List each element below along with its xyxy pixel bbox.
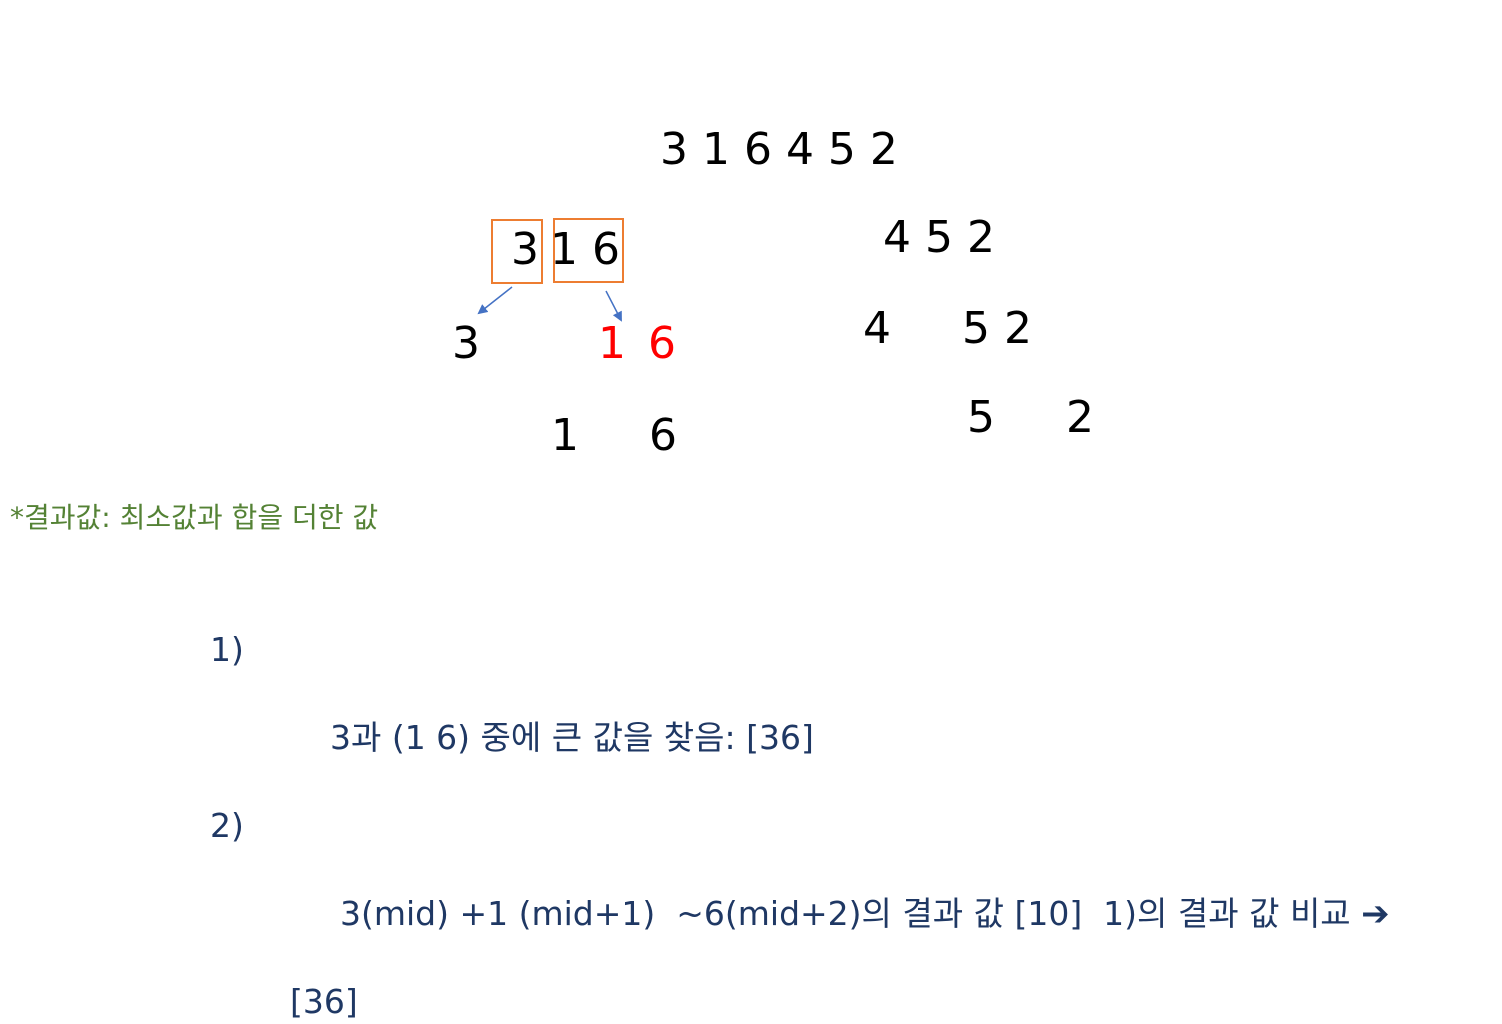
right-arrow-icon xyxy=(605,290,622,322)
left-l3-b: 6 xyxy=(649,410,677,461)
left-l2-a: 3 xyxy=(452,318,480,369)
left-group-b: 1 6 xyxy=(550,224,620,275)
right-l2-b: 5 2 xyxy=(962,303,1032,354)
heavy-right-arrow-icon: ➔ xyxy=(1361,894,1390,934)
left-l2-b1: 1 xyxy=(598,318,626,369)
split-arrows xyxy=(477,286,622,322)
left-group-a: 3 xyxy=(511,224,539,275)
left-l2-b2: 6 xyxy=(648,318,676,369)
step-2: 2) 3(mid) +1 (mid+1) ~6(mid+2)의 결과 값 [10… xyxy=(210,804,1390,980)
left-element-box xyxy=(491,219,543,284)
step-1-number: 1) xyxy=(210,630,244,669)
step-2-continuation: [36] xyxy=(290,982,358,1021)
result-note: *결과값: 최소값과 합을 더한 값 xyxy=(10,501,379,534)
right-l3-b: 2 xyxy=(1066,392,1094,443)
step-1-text: 3과 (1 6) 중에 큰 값을 찾음: [36] xyxy=(329,718,814,757)
left-arrow-icon xyxy=(477,286,513,315)
steps-list: 1) 3과 (1 6) 중에 큰 값을 찾음: [36] 2) 3(mid) +… xyxy=(210,628,1390,1024)
right-l2-a: 4 xyxy=(863,303,891,354)
right-level1: 4 5 2 xyxy=(883,212,995,263)
step-2-text: 3(mid) +1 (mid+1) ~6(mid+2)의 결과 값 [10] 1… xyxy=(339,894,1362,933)
root-sequence: 3 1 6 4 5 2 xyxy=(660,124,898,175)
step-1: 1) 3과 (1 6) 중에 큰 값을 찾음: [36] xyxy=(210,628,1302,804)
right-element-box xyxy=(553,218,624,283)
right-l3-a: 5 xyxy=(967,392,995,443)
left-l3-a: 1 xyxy=(551,410,579,461)
step-2-number: 2) xyxy=(210,806,244,845)
